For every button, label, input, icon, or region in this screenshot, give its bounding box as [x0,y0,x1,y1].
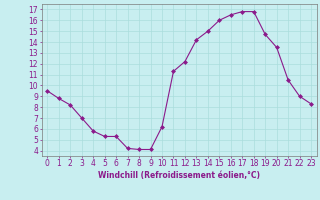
X-axis label: Windchill (Refroidissement éolien,°C): Windchill (Refroidissement éolien,°C) [98,171,260,180]
